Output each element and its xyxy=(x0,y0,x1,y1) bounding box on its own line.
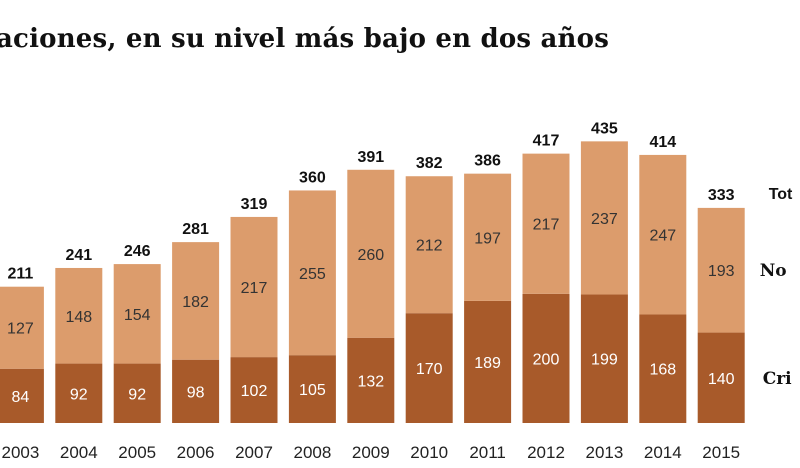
bar-segment-cri xyxy=(464,300,512,423)
bar-total: 391 xyxy=(357,149,384,166)
bar-segment-no xyxy=(172,242,220,360)
x-tick-label: 2007 xyxy=(235,443,273,462)
bar-value-cri: 102 xyxy=(241,383,268,400)
bar-segment-no xyxy=(288,190,336,356)
x-tick-label: 2012 xyxy=(527,443,565,462)
bar-total: 386 xyxy=(474,153,501,170)
bar-segment-cri xyxy=(522,293,570,423)
legend-total: Tot xyxy=(769,186,793,203)
bar-segment-no xyxy=(580,141,628,295)
x-tick-label: 2008 xyxy=(293,443,331,462)
bar-total: 211 xyxy=(7,266,33,283)
bar-segment-cri xyxy=(113,363,161,423)
bar-value-no: 193 xyxy=(708,263,735,280)
bar-segment-cri xyxy=(639,314,687,423)
bar-value-no: 217 xyxy=(533,217,560,234)
x-tick-label: 2011 xyxy=(469,443,506,462)
bar-total: 414 xyxy=(649,134,676,151)
bar-value-cri: 98 xyxy=(187,384,205,401)
bar-segment-cri xyxy=(580,294,628,423)
bar-segment-no xyxy=(0,286,44,369)
bar-segment-cri xyxy=(288,355,336,423)
bar-value-cri: 170 xyxy=(416,361,443,378)
bar-segment-cri xyxy=(347,337,395,423)
chart-title: aciones, en su nivel más bajo en dos año… xyxy=(0,24,610,54)
bar-value-cri: 92 xyxy=(128,386,146,403)
bar-segment-cri xyxy=(405,313,453,423)
bar-segment-cri xyxy=(697,332,745,423)
x-tick-label: 2010 xyxy=(410,443,448,462)
legend-cri: Cri xyxy=(763,369,792,389)
bar-segment-no xyxy=(639,154,687,315)
bar-segment-cri xyxy=(230,357,278,423)
bar-value-cri: 168 xyxy=(649,362,676,379)
bar-value-cri: 132 xyxy=(357,373,384,390)
bar-value-no: 182 xyxy=(182,294,209,311)
bar-total: 281 xyxy=(182,221,209,238)
bar-value-no: 255 xyxy=(299,266,326,283)
bar-segment-no xyxy=(464,173,512,301)
x-tick-label: 2004 xyxy=(60,443,98,462)
bar-value-cri: 105 xyxy=(299,382,326,399)
x-tick-label: 2003 xyxy=(1,443,39,462)
bar-segment-no xyxy=(113,264,161,364)
bar-total: 417 xyxy=(533,133,560,150)
bar-total: 319 xyxy=(241,196,268,213)
bar-segment-no xyxy=(697,207,745,333)
bar-value-no: 148 xyxy=(65,309,92,326)
bar-value-cri: 140 xyxy=(708,371,735,388)
bar-value-cri: 200 xyxy=(533,351,560,368)
bar-segment-no xyxy=(522,153,570,294)
bar-segment-cri xyxy=(0,368,44,423)
bar-value-no: 127 xyxy=(7,321,34,338)
bar-segment-no xyxy=(405,176,453,314)
bar-total: 435 xyxy=(591,120,618,137)
bar-value-no: 154 xyxy=(124,307,151,324)
bar-value-cri: 84 xyxy=(12,389,30,406)
bar-segment-cri xyxy=(172,359,220,423)
bar-segment-no xyxy=(230,216,278,358)
bar-segment-cri xyxy=(55,363,103,423)
x-tick-label: 2009 xyxy=(352,443,390,462)
bar-value-no: 237 xyxy=(591,211,618,228)
bar-value-cri: 92 xyxy=(70,386,88,403)
bar-total: 241 xyxy=(65,247,92,264)
bar-value-no: 260 xyxy=(357,247,384,264)
bar-total: 382 xyxy=(416,155,443,172)
bar-total: 246 xyxy=(124,243,151,260)
bar-segment-no xyxy=(55,267,103,364)
bar-value-no: 197 xyxy=(474,230,501,247)
bar-value-cri: 199 xyxy=(591,352,618,369)
bar-total: 333 xyxy=(708,187,735,204)
bar-value-cri: 189 xyxy=(474,355,501,372)
bar-value-no: 247 xyxy=(649,228,676,245)
x-tick-label: 2005 xyxy=(118,443,156,462)
legend-no: No xyxy=(760,261,787,281)
bar-value-no: 212 xyxy=(416,238,443,255)
bar-segment-no xyxy=(347,169,395,338)
x-tick-label: 2013 xyxy=(585,443,623,462)
bar-total: 360 xyxy=(299,169,326,186)
bar-value-no: 217 xyxy=(241,280,268,297)
x-tick-label: 2015 xyxy=(702,443,740,462)
x-tick-label: 2014 xyxy=(644,443,682,462)
x-tick-label: 2006 xyxy=(177,443,215,462)
